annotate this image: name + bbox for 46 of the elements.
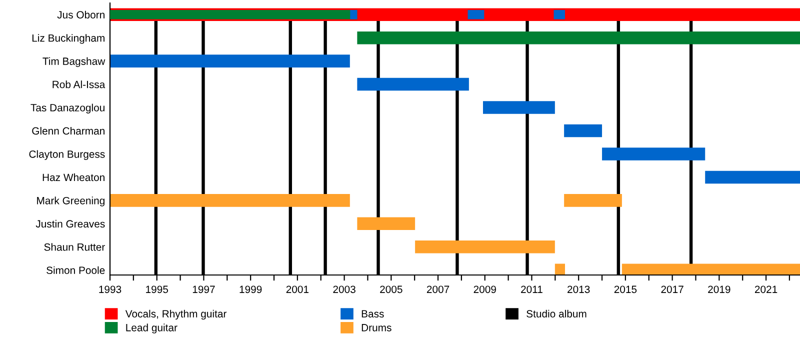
bar — [357, 217, 416, 230]
bar — [622, 264, 800, 275]
y-tick-label: Mark Greening — [37, 196, 104, 206]
y-tick-label: Tas Danazoglou — [30, 104, 104, 114]
x-tick-label: 2007 — [426, 286, 450, 294]
bar — [554, 10, 565, 20]
bar — [554, 264, 565, 275]
x-tick-label: 1993 — [99, 286, 122, 294]
bar — [110, 54, 350, 68]
bar — [483, 101, 555, 114]
x-tick-label: 2015 — [614, 286, 637, 294]
bar — [602, 148, 706, 160]
legend-label: Drums — [362, 324, 392, 332]
x-tick-label: 2021 — [754, 286, 778, 294]
y-tick-label: Clayton Burgess — [29, 150, 105, 160]
x-tick-label: 2011 — [521, 286, 542, 294]
bar — [564, 124, 602, 138]
bar — [357, 78, 469, 91]
y-tick-label: Glenn Charman — [32, 126, 104, 135]
x-tick-label: 1997 — [192, 286, 215, 294]
y-tick-label: Rob Al-Issa — [52, 80, 106, 88]
bar — [564, 194, 622, 207]
bar — [110, 194, 350, 207]
x-tick-label: 2019 — [708, 286, 730, 294]
y-tick-label: Justin Greaves — [36, 220, 105, 228]
x-tick-label: 1999 — [240, 286, 262, 294]
y-tick-label: Haz Wheaton — [42, 173, 104, 182]
y-tick-label: Jus Oborn — [57, 10, 104, 18]
bar — [468, 10, 484, 20]
x-tick-label: 2003 — [333, 286, 356, 294]
bar — [415, 240, 555, 254]
x-tick-label: 2017 — [661, 286, 684, 294]
y-tick-label: Liz Buckingham — [32, 34, 104, 44]
legend-label: Lead guitar — [126, 324, 178, 334]
x-tick-label: 2013 — [568, 286, 590, 294]
legend-label: Vocals, Rhythm guitar — [125, 310, 227, 320]
x-tick-label: 1995 — [146, 286, 168, 294]
y-tick-label: Shaun Rutter — [44, 243, 105, 251]
y-tick-label: Simon Poole — [46, 266, 105, 274]
bar — [705, 170, 800, 184]
x-tick-label: 2009 — [474, 286, 496, 294]
legend-label: Studio album — [526, 310, 586, 318]
y-tick-label: Tim Bagshaw — [42, 57, 106, 68]
x-tick-label: 2005 — [380, 286, 402, 294]
x-tick-label: 2001 — [286, 286, 309, 294]
legend-label: Bass — [362, 310, 384, 318]
